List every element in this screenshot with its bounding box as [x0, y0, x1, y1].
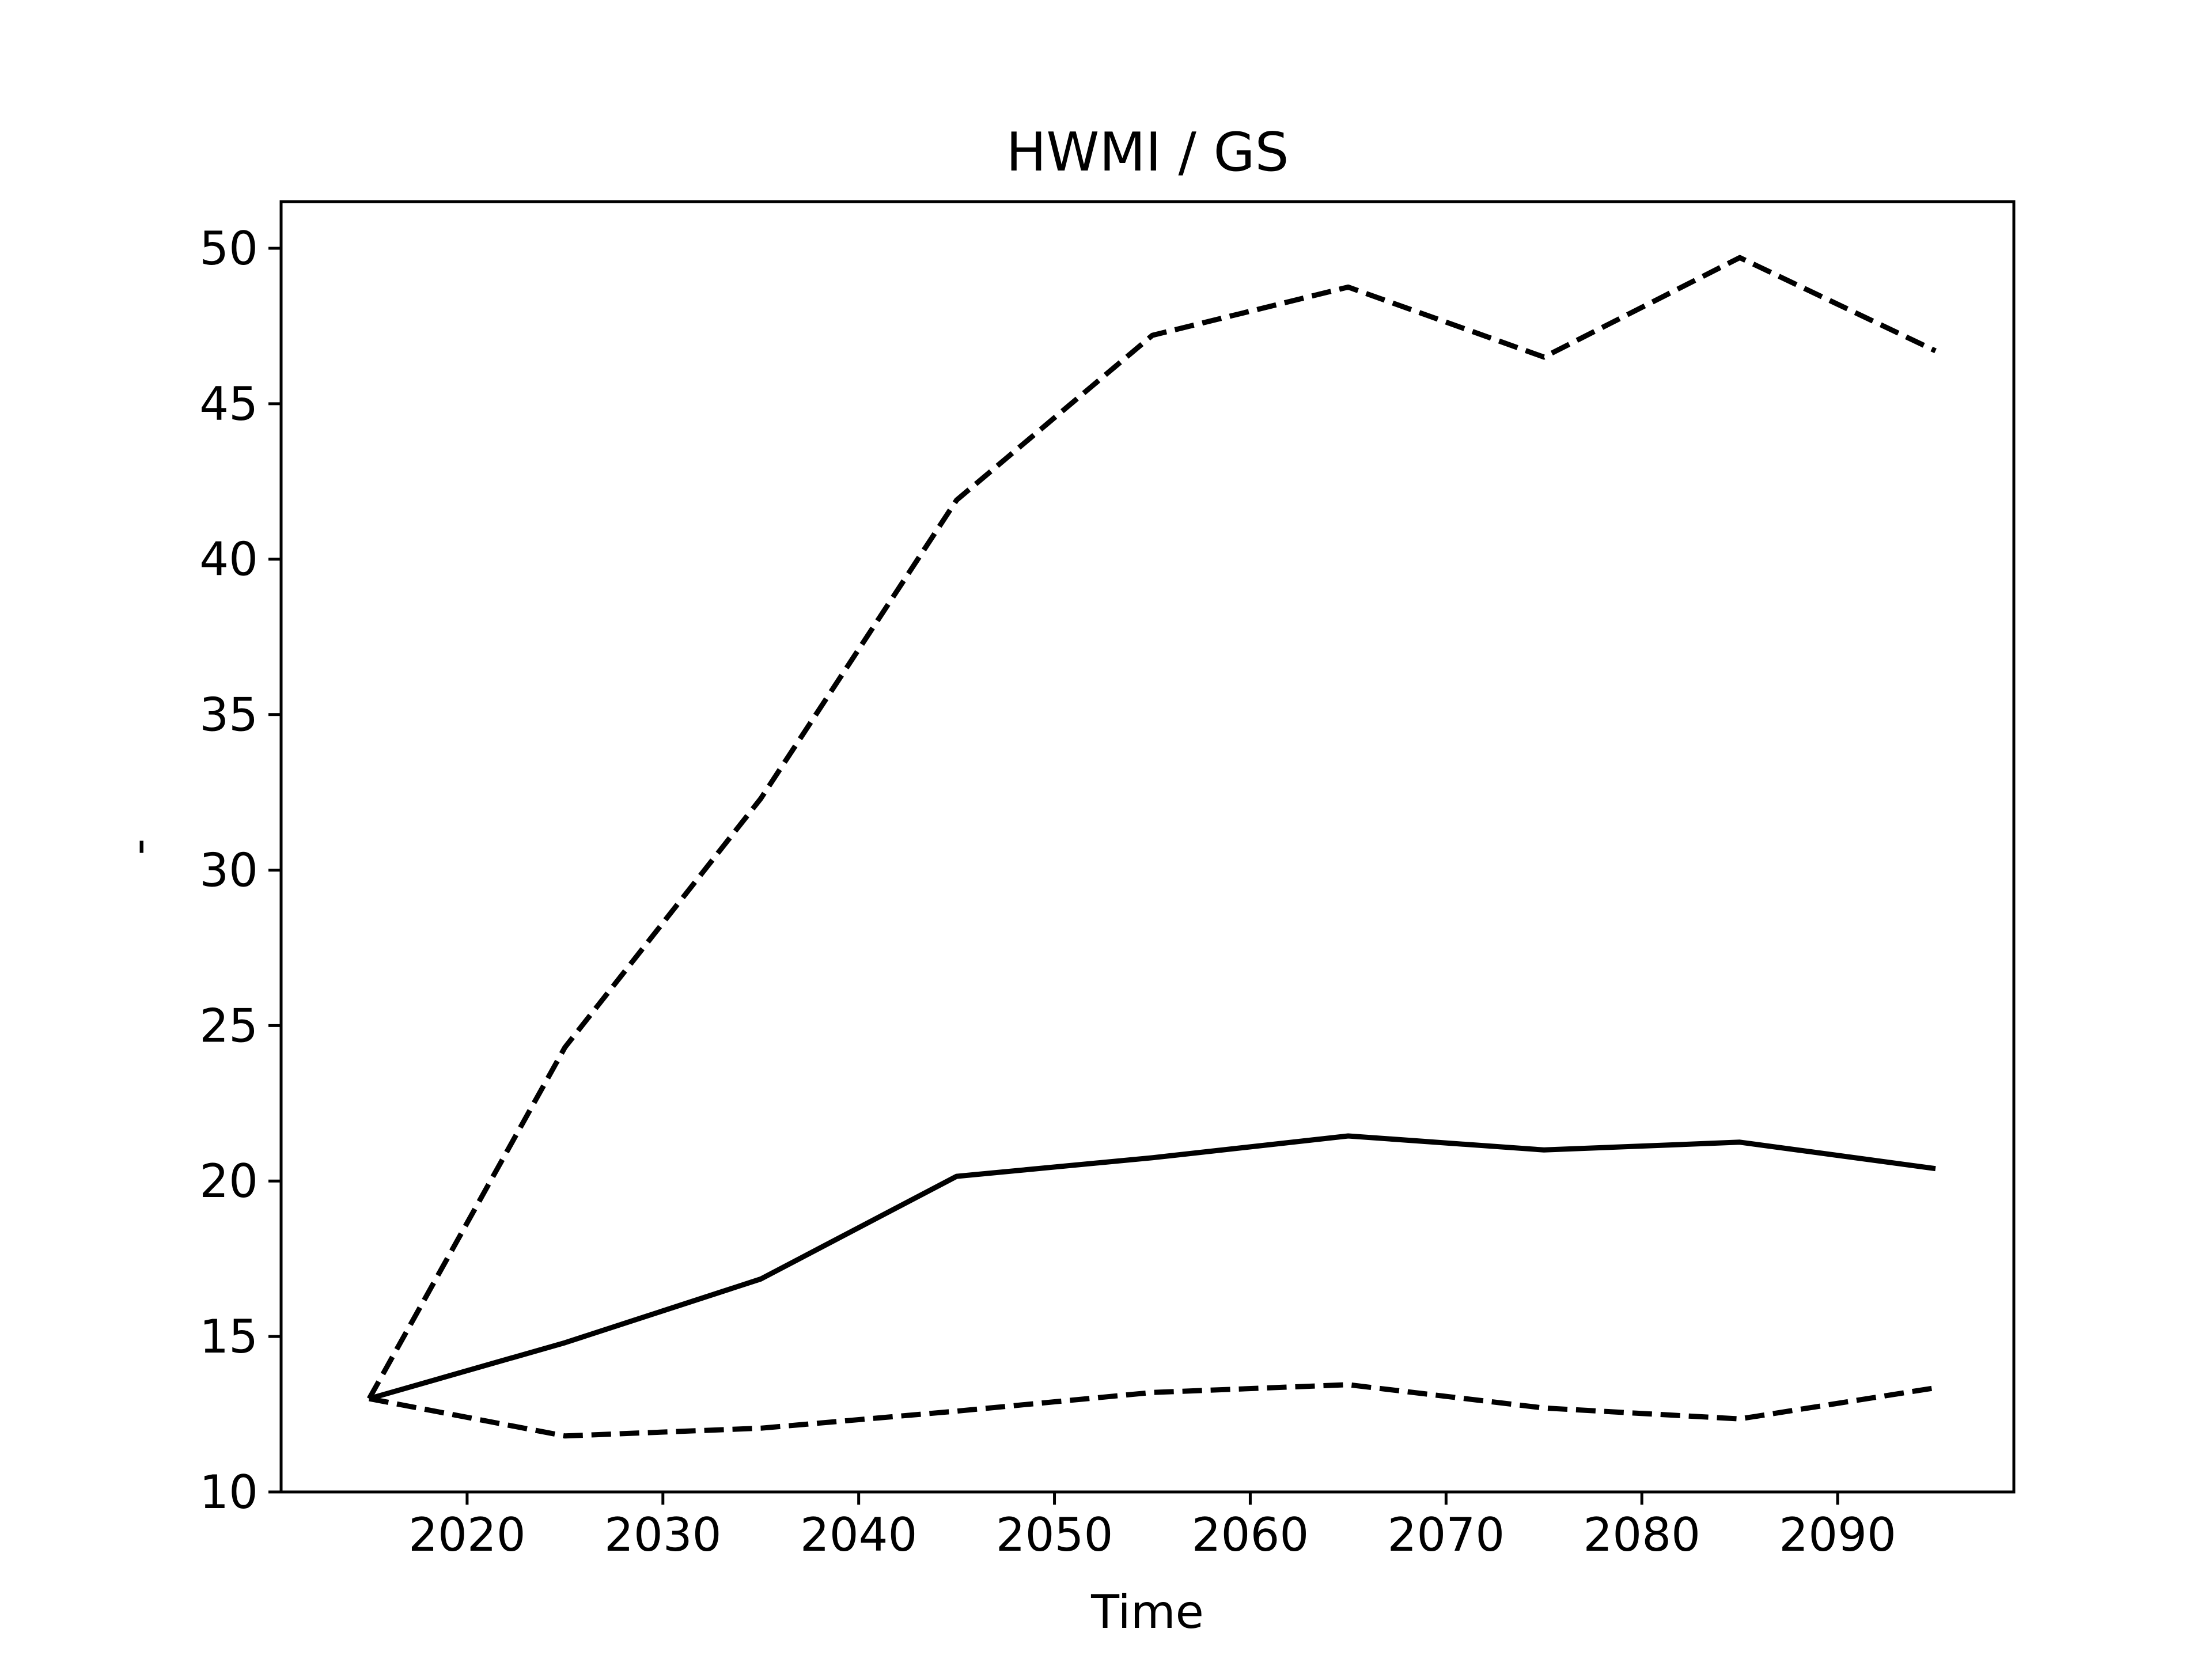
x-axis-label: Time	[1090, 1585, 1204, 1639]
x-tick-label: 2050	[996, 1508, 1113, 1562]
y-tick-label: 25	[199, 999, 258, 1052]
x-tick-label: 2060	[1192, 1508, 1309, 1562]
x-tick-label: 2080	[1583, 1508, 1700, 1562]
y-tick-label: 15	[199, 1310, 258, 1363]
x-tick-label: 2070	[1388, 1508, 1505, 1562]
x-tick-label: 2020	[408, 1508, 526, 1562]
y-axis: 10 15 20 25 30 35 40 45 50	[199, 222, 281, 1519]
y-axis-label: -	[112, 839, 165, 855]
series-line-2-dashed	[366, 255, 1937, 1400]
y-tick-label: 30	[199, 843, 258, 897]
y-tick-label: 10	[199, 1465, 258, 1519]
series-layer	[366, 255, 1937, 1439]
y-tick-label: 35	[199, 688, 258, 742]
series-line-1-solid	[368, 1133, 1936, 1402]
y-tick-label: 20	[199, 1154, 258, 1208]
y-tick-label: 50	[199, 222, 258, 275]
plot-frame	[279, 200, 2016, 1494]
y-tick-label: 40	[199, 533, 258, 586]
x-tick-label: 2040	[800, 1508, 918, 1562]
x-tick-label: 2030	[604, 1508, 722, 1562]
chart-title: HWMI / GS	[1006, 121, 1289, 183]
series-line-3-dashed	[369, 1382, 1936, 1439]
x-axis: 2020 2030 2040 2050 2060 2070 2080 2090	[408, 1492, 1896, 1562]
y-tick-label: 45	[199, 377, 258, 431]
x-tick-label: 2090	[1779, 1508, 1896, 1562]
